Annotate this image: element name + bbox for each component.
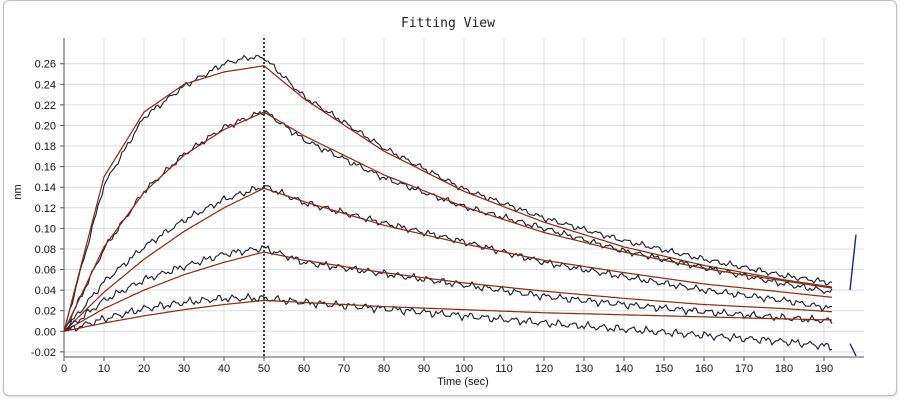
data-trace [63,292,833,351]
x-tick-label: 120 [535,363,553,375]
y-tick-label: -0.02 [31,347,56,359]
x-tick-label: 70 [338,363,350,375]
y-tick-label: 0.26 [35,59,56,71]
y-tick-label: 0.06 [35,265,56,277]
x-tick-label: 180 [775,363,793,375]
x-tick-label: 20 [138,363,150,375]
y-tick-label: 0.04 [35,285,56,297]
x-tick-label: 130 [575,363,593,375]
x-tick-label: 40 [218,363,230,375]
axes: 0 10 20 30 40 50 60 70 80 90 100 110 120 130 140 150 160… [31,38,864,375]
x-tick-label: 0 [61,363,67,375]
data-trace [63,185,833,332]
y-tick-label: 0.24 [35,79,56,91]
fit-curve [63,187,833,332]
data-trace [63,109,833,332]
x-tick-label: 100 [455,363,473,375]
y-tick-label: 0.10 [35,223,56,235]
x-tick-label: 160 [695,363,713,375]
fit-curve [63,65,833,332]
y-tick-label: 0.20 [35,120,56,132]
x-axis-label: Time (sec) [437,376,489,388]
fit-curve [63,111,833,332]
x-tick-label: 150 [655,363,673,375]
y-tick-label: 0.16 [35,162,56,174]
y-tick-label: 0.22 [35,100,56,112]
y-tick-label: 0.02 [35,306,56,318]
data-trace [63,244,833,332]
x-tick-label: 60 [298,363,310,375]
fit-curve [63,299,833,332]
x-tick-label: 140 [615,363,633,375]
y-tick-label: 0.14 [35,182,56,194]
y-tick-label: 0.12 [35,203,56,215]
x-tick-label: 90 [418,363,430,375]
chart-title: Fitting View [401,16,495,31]
fit-curve [63,251,833,332]
x-tick-label: 10 [98,363,110,375]
x-tick-label: 80 [378,363,390,375]
x-tick-label: 50 [258,363,270,375]
series-group [63,38,857,357]
x-tick-label: 30 [178,363,190,375]
x-tick-label: 110 [495,363,513,375]
y-tick-label: 0.00 [35,326,56,338]
y-axis-label: nm [12,184,24,199]
fitting-view-window [3,0,897,396]
y-tick-label: 0.18 [35,141,56,153]
x-tick-label: 170 [735,363,753,375]
y-tick-label: 0.08 [35,244,56,256]
x-tick-label: 190 [815,363,833,375]
trace-end-spike [849,234,857,357]
